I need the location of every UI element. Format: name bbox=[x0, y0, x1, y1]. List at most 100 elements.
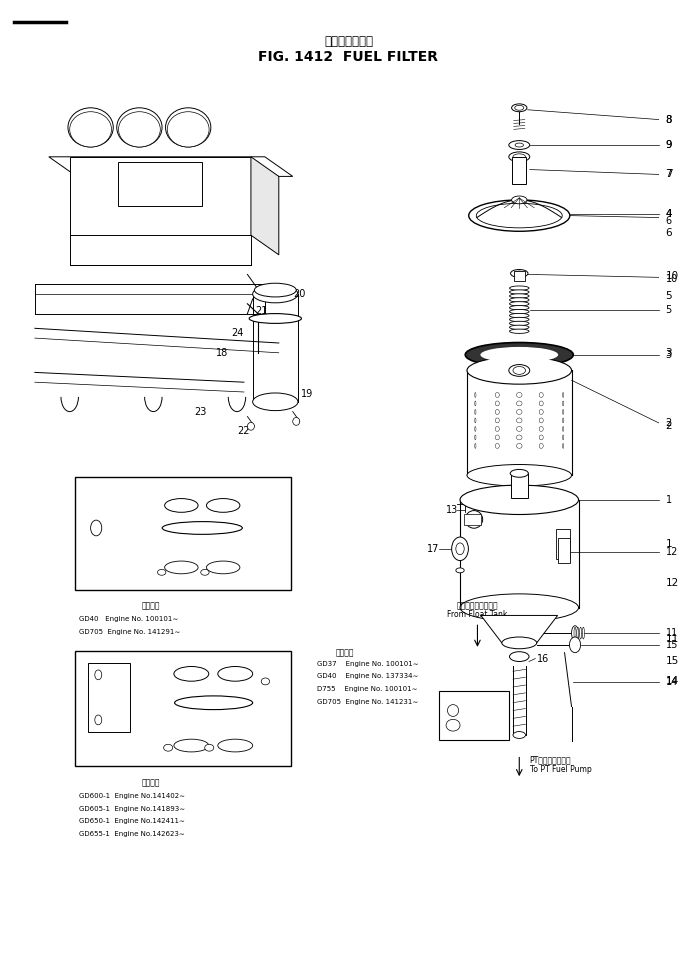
Text: フロートタンクから: フロートタンクから bbox=[457, 602, 498, 611]
Text: 5: 5 bbox=[666, 305, 672, 315]
Ellipse shape bbox=[475, 426, 476, 431]
Ellipse shape bbox=[206, 499, 240, 513]
Text: PTフェルポンプへ: PTフェルポンプへ bbox=[530, 755, 572, 764]
Text: 12: 12 bbox=[666, 547, 678, 557]
Ellipse shape bbox=[513, 367, 526, 374]
Ellipse shape bbox=[510, 286, 529, 290]
Ellipse shape bbox=[516, 417, 522, 423]
Ellipse shape bbox=[562, 392, 564, 398]
Ellipse shape bbox=[496, 401, 499, 406]
Ellipse shape bbox=[467, 357, 572, 384]
Ellipse shape bbox=[510, 314, 529, 318]
Ellipse shape bbox=[562, 417, 564, 423]
Ellipse shape bbox=[261, 678, 270, 685]
Polygon shape bbox=[49, 157, 293, 176]
Ellipse shape bbox=[516, 401, 522, 406]
Ellipse shape bbox=[505, 208, 533, 220]
Ellipse shape bbox=[201, 569, 209, 575]
Text: 9: 9 bbox=[666, 140, 673, 150]
Ellipse shape bbox=[164, 499, 198, 513]
Ellipse shape bbox=[510, 306, 529, 310]
Text: 23: 23 bbox=[86, 736, 99, 746]
Text: 15: 15 bbox=[666, 657, 679, 666]
Ellipse shape bbox=[509, 152, 530, 162]
Ellipse shape bbox=[512, 196, 527, 204]
Text: 8: 8 bbox=[666, 115, 673, 124]
Bar bbox=[75, 651, 291, 766]
Ellipse shape bbox=[480, 347, 558, 363]
Text: 6: 6 bbox=[666, 228, 673, 238]
Ellipse shape bbox=[465, 511, 482, 528]
Ellipse shape bbox=[509, 141, 530, 150]
Ellipse shape bbox=[579, 627, 581, 639]
Ellipse shape bbox=[539, 443, 543, 449]
Text: 12: 12 bbox=[666, 578, 679, 588]
Ellipse shape bbox=[116, 108, 162, 147]
Polygon shape bbox=[481, 615, 558, 643]
Ellipse shape bbox=[475, 392, 476, 398]
Text: 5: 5 bbox=[666, 291, 673, 301]
Text: 19: 19 bbox=[300, 389, 313, 399]
Ellipse shape bbox=[514, 270, 524, 276]
Text: 15: 15 bbox=[666, 640, 678, 650]
Text: 3: 3 bbox=[666, 350, 672, 360]
Ellipse shape bbox=[217, 739, 252, 752]
Ellipse shape bbox=[510, 302, 529, 306]
Text: 22: 22 bbox=[238, 426, 250, 436]
Ellipse shape bbox=[475, 417, 476, 423]
Ellipse shape bbox=[513, 731, 526, 739]
Ellipse shape bbox=[118, 112, 160, 147]
Ellipse shape bbox=[496, 417, 499, 423]
Text: 4: 4 bbox=[666, 209, 673, 219]
Ellipse shape bbox=[174, 739, 209, 752]
Ellipse shape bbox=[460, 594, 579, 621]
Ellipse shape bbox=[205, 745, 214, 751]
Polygon shape bbox=[251, 157, 279, 255]
Text: 18: 18 bbox=[93, 493, 106, 503]
Ellipse shape bbox=[174, 666, 209, 681]
Ellipse shape bbox=[164, 561, 198, 573]
Text: GD37    Engine No. 100101∼: GD37 Engine No. 100101∼ bbox=[317, 661, 419, 666]
Ellipse shape bbox=[510, 321, 529, 325]
Ellipse shape bbox=[460, 485, 579, 514]
Ellipse shape bbox=[496, 443, 499, 449]
Polygon shape bbox=[70, 157, 251, 235]
Text: 21: 21 bbox=[255, 306, 268, 316]
Text: 10: 10 bbox=[666, 271, 679, 281]
Ellipse shape bbox=[562, 426, 564, 431]
Bar bbox=[514, 271, 525, 281]
Ellipse shape bbox=[510, 318, 529, 321]
Ellipse shape bbox=[456, 568, 464, 572]
Ellipse shape bbox=[254, 283, 296, 297]
Ellipse shape bbox=[249, 314, 301, 323]
Ellipse shape bbox=[510, 298, 529, 302]
Text: To PT Fuel Pump: To PT Fuel Pump bbox=[530, 764, 592, 774]
Text: 16: 16 bbox=[537, 654, 549, 663]
Ellipse shape bbox=[475, 410, 476, 415]
Text: 2: 2 bbox=[666, 421, 673, 431]
Text: GD40   Engine No. 100101∼: GD40 Engine No. 100101∼ bbox=[79, 616, 178, 622]
Ellipse shape bbox=[68, 108, 113, 147]
Circle shape bbox=[569, 637, 581, 653]
Ellipse shape bbox=[539, 392, 543, 398]
Bar bbox=[512, 157, 526, 184]
Ellipse shape bbox=[516, 426, 522, 431]
Text: 22: 22 bbox=[160, 750, 172, 760]
Text: GD655-1  Engine No.142623∼: GD655-1 Engine No.142623∼ bbox=[79, 831, 185, 837]
Ellipse shape bbox=[572, 626, 579, 641]
Text: GD40    Engine No. 137334∼: GD40 Engine No. 137334∼ bbox=[317, 673, 418, 679]
Ellipse shape bbox=[467, 465, 572, 486]
Ellipse shape bbox=[158, 569, 166, 575]
Text: 2: 2 bbox=[666, 417, 672, 428]
Text: 20: 20 bbox=[293, 289, 306, 299]
Ellipse shape bbox=[465, 342, 573, 367]
Ellipse shape bbox=[539, 401, 543, 406]
Ellipse shape bbox=[510, 270, 528, 277]
Ellipse shape bbox=[516, 392, 522, 398]
Text: GD650-1  Engine No.142411∼: GD650-1 Engine No.142411∼ bbox=[79, 818, 185, 824]
Text: 9: 9 bbox=[666, 140, 672, 150]
Text: 10: 10 bbox=[666, 274, 678, 284]
Text: 1: 1 bbox=[666, 539, 673, 549]
Text: GD600-1  Engine No.141402∼: GD600-1 Engine No.141402∼ bbox=[79, 793, 185, 799]
Text: GD605-1  Engine No.141893∼: GD605-1 Engine No.141893∼ bbox=[79, 806, 185, 811]
